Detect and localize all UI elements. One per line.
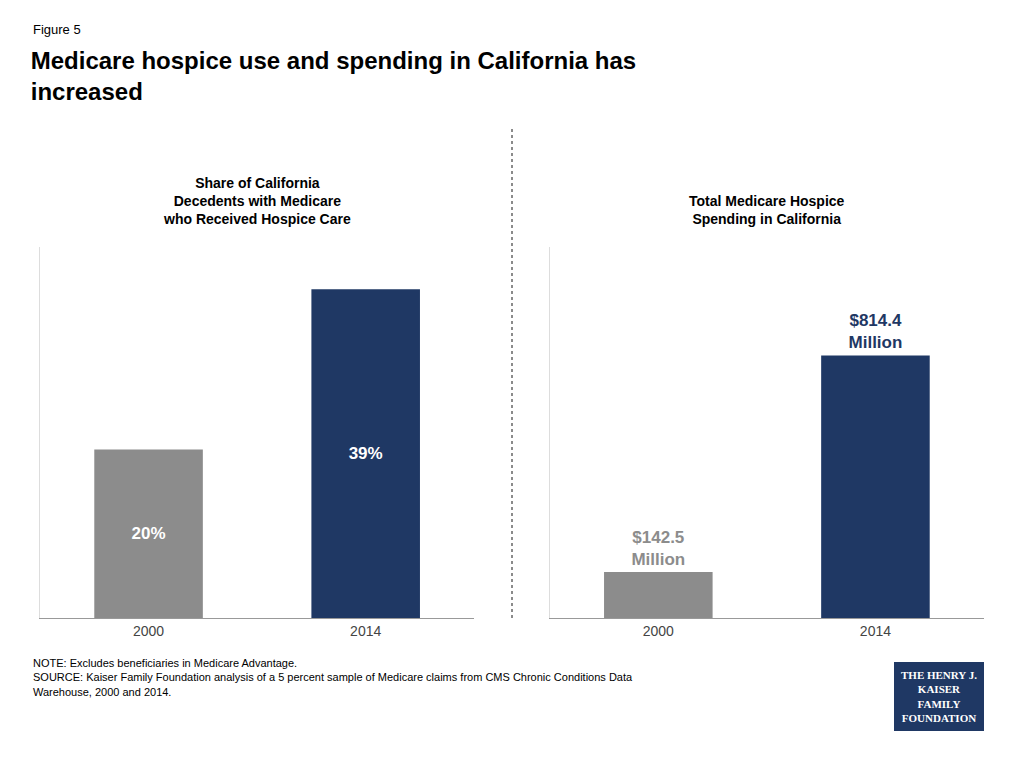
svg-text:Figure 5: Figure 5 bbox=[33, 22, 81, 37]
svg-text:Medicare hospice use and spend: Medicare hospice use and spending in Cal… bbox=[31, 47, 636, 105]
svg-text:THE HENRY J.KAISERFAMILYFOUNDA: THE HENRY J.KAISERFAMILYFOUNDATION bbox=[901, 669, 977, 724]
svg-text:$814.4Million: $814.4Million bbox=[849, 311, 903, 352]
svg-text:2014: 2014 bbox=[350, 623, 381, 639]
svg-text:2000: 2000 bbox=[133, 623, 164, 639]
svg-text:NOTE: Excludes beneficiaries i: NOTE: Excludes beneficiaries in Medicare… bbox=[33, 657, 633, 698]
svg-text:20%: 20% bbox=[132, 524, 166, 543]
svg-text:Total Medicare HospiceSpending: Total Medicare HospiceSpending in Califo… bbox=[689, 193, 845, 227]
svg-text:2014: 2014 bbox=[860, 623, 891, 639]
svg-text:2000: 2000 bbox=[643, 623, 674, 639]
svg-text:Share of CaliforniaDecedents w: Share of CaliforniaDecedents with Medica… bbox=[163, 175, 351, 227]
svg-text:39%: 39% bbox=[349, 444, 383, 463]
svg-text:$142.5Million: $142.5Million bbox=[631, 528, 685, 569]
